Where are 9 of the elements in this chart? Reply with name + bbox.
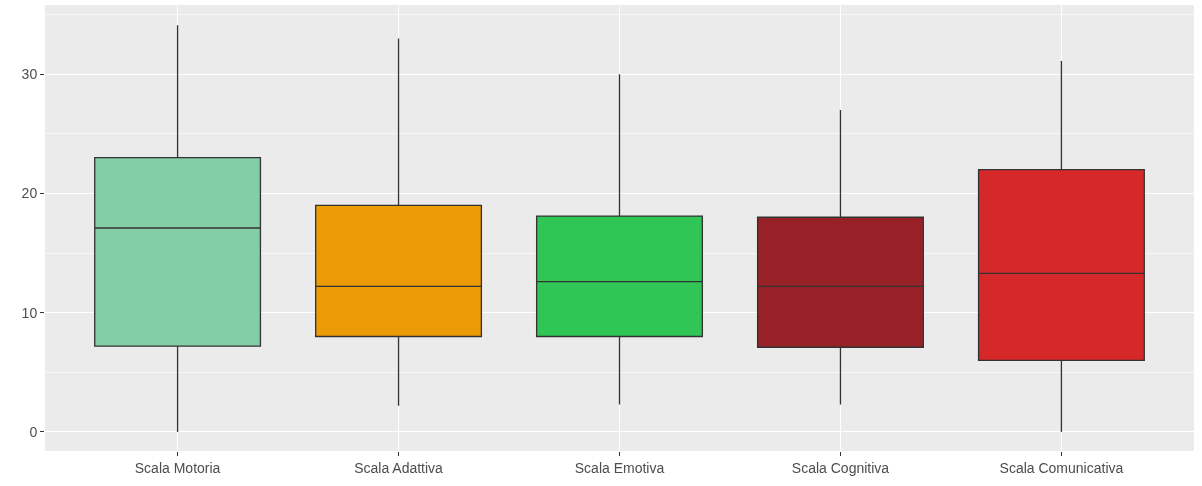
x-tick-label: Scala Comunicativa (999, 459, 1124, 476)
y-tick-label: 0 (29, 423, 38, 440)
y-tick-label: 30 (21, 66, 38, 83)
x-tick-label: Scala Adattiva (354, 459, 444, 476)
x-tick-label: Scala Cognitiva (791, 459, 890, 476)
y-tick-label: 10 (21, 304, 38, 321)
x-tick-label: Scala Motoria (134, 459, 221, 476)
y-tick-label: 20 (21, 185, 38, 202)
x-tick-label: Scala Emotiva (574, 459, 665, 476)
